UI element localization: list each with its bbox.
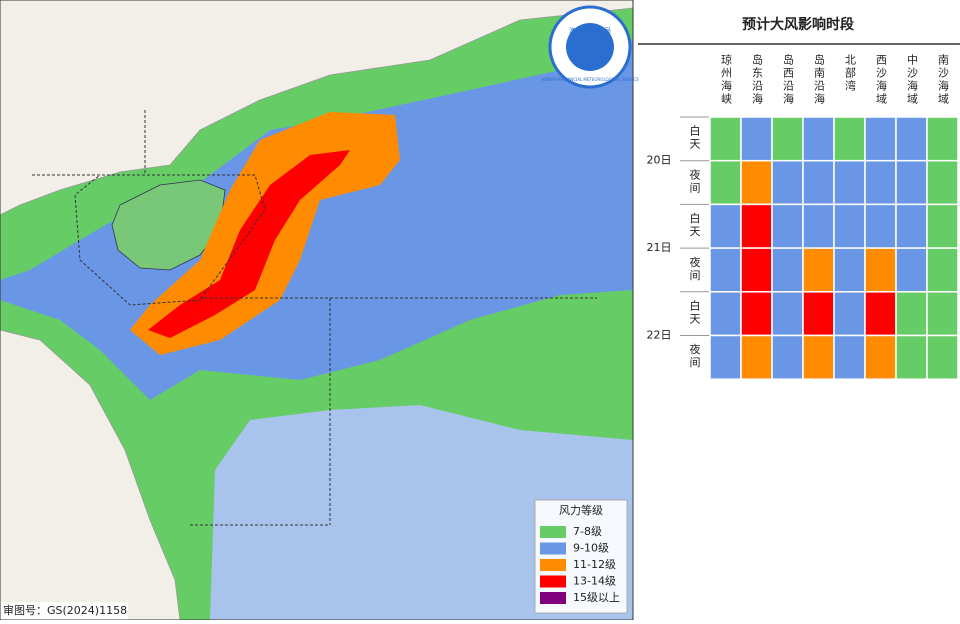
period-label: 夜间 xyxy=(688,167,701,194)
level-cell xyxy=(802,334,835,380)
legend-label: 15级以上 xyxy=(573,591,620,604)
level-cell xyxy=(709,159,742,206)
level-cell xyxy=(895,334,928,380)
legend-label: 13-14级 xyxy=(573,575,616,588)
level-cell xyxy=(926,247,959,293)
legend: 7-8级 9-10级 11-12级 13-14级 15级以上 xyxy=(540,525,620,604)
legend-label: 11-12级 xyxy=(573,558,616,571)
level-cell xyxy=(740,203,773,249)
legend-swatch xyxy=(540,526,566,538)
level-cell xyxy=(864,159,897,206)
level-cell xyxy=(709,203,742,249)
level-cell xyxy=(771,116,804,162)
day-label: 21日 xyxy=(647,241,672,254)
level-cell xyxy=(771,334,804,380)
column-header: 岛西沿海 xyxy=(782,53,795,106)
map: 海南省气象局 HAINAN PROVINCIAL METEOROLOGICAL … xyxy=(0,0,639,621)
day-label: 22日 xyxy=(647,329,672,342)
column-header: 琼州海峡 xyxy=(720,53,733,106)
level-cell xyxy=(833,159,866,206)
legend-title: 风力等级 xyxy=(559,503,603,517)
logo-mark xyxy=(566,23,614,71)
level-cell xyxy=(895,291,928,337)
level-cell xyxy=(740,247,773,293)
column-header: 北部湾 xyxy=(844,54,857,93)
level-cell xyxy=(740,116,773,162)
level-cell xyxy=(926,291,959,337)
level-cell xyxy=(771,203,804,249)
calm-zone xyxy=(210,405,633,620)
level-cell xyxy=(926,203,959,249)
legend-swatch xyxy=(540,542,566,555)
level-cell xyxy=(802,291,835,337)
level-cell xyxy=(802,247,835,293)
boundaries xyxy=(32,110,597,526)
level-cell xyxy=(864,334,897,380)
legend-label: 7-8级 xyxy=(573,525,602,538)
level-cell xyxy=(833,116,866,162)
level-cell xyxy=(926,116,959,162)
table-panel: 预计大风影响时段 琼州海峡 岛东沿海 岛西沿海 岛南沿海 北部湾 西沙海域 中沙海域 南沙海域… xyxy=(638,16,960,380)
level-cell xyxy=(833,291,866,337)
level-cell xyxy=(709,291,742,337)
level-cell xyxy=(771,247,804,293)
period-label: 白天 xyxy=(688,124,701,151)
day-label: 20日 xyxy=(647,154,672,167)
level-cell xyxy=(864,116,897,162)
level-cell xyxy=(740,159,773,206)
level-cell xyxy=(895,116,928,162)
level-cell xyxy=(926,334,959,380)
level-cell xyxy=(709,247,742,293)
column-header: 岛东沿海 xyxy=(751,53,764,106)
period-label: 白天 xyxy=(688,211,701,238)
level-cell xyxy=(802,203,835,249)
column-header: 南沙海域 xyxy=(937,54,950,106)
period-label: 夜间 xyxy=(688,255,701,282)
level-cell xyxy=(802,116,835,162)
level-cell xyxy=(895,159,928,206)
level-cell xyxy=(802,159,835,206)
period-label: 夜间 xyxy=(688,342,701,369)
logo-subtitle: HAINAN PROVINCIAL METEOROLOGICAL SERVICE xyxy=(541,77,639,82)
level-cell xyxy=(709,116,742,162)
credit-box xyxy=(0,602,128,620)
table: 琼州海峡 岛东沿海 岛西沿海 岛南沿海 北部湾 西沙海域 中沙海域 南沙海域20日白天夜间21… xyxy=(647,53,959,380)
level-cell xyxy=(771,159,804,206)
level-cell xyxy=(740,291,773,337)
island xyxy=(111,179,226,271)
table-title: 预计大风影响时段 xyxy=(742,16,854,33)
level-cell xyxy=(864,247,897,293)
level-cell xyxy=(740,334,773,380)
legend-swatch xyxy=(540,592,566,604)
land xyxy=(0,0,634,216)
level-cell xyxy=(864,291,897,337)
storm-core xyxy=(148,150,350,338)
level-cell xyxy=(895,247,928,293)
column-header: 西沙海域 xyxy=(875,54,888,106)
level-cell xyxy=(864,203,897,249)
logo-name: 海南省气象局 xyxy=(569,26,611,35)
level-cell xyxy=(926,159,959,206)
column-header: 中沙海域 xyxy=(906,54,919,106)
level-cell xyxy=(833,203,866,249)
period-label: 白天 xyxy=(688,298,701,325)
level-cell xyxy=(895,203,928,249)
column-header: 岛南沿海 xyxy=(813,53,826,106)
legend-label: 9-10级 xyxy=(573,542,609,555)
level-cell xyxy=(833,247,866,293)
legend-swatch xyxy=(540,559,566,571)
level-cell xyxy=(771,291,804,337)
level-cell xyxy=(833,334,866,380)
legend-swatch xyxy=(540,575,566,588)
level-cell xyxy=(709,334,742,380)
credit: 审图号：GS(2024)1158 xyxy=(3,603,127,617)
